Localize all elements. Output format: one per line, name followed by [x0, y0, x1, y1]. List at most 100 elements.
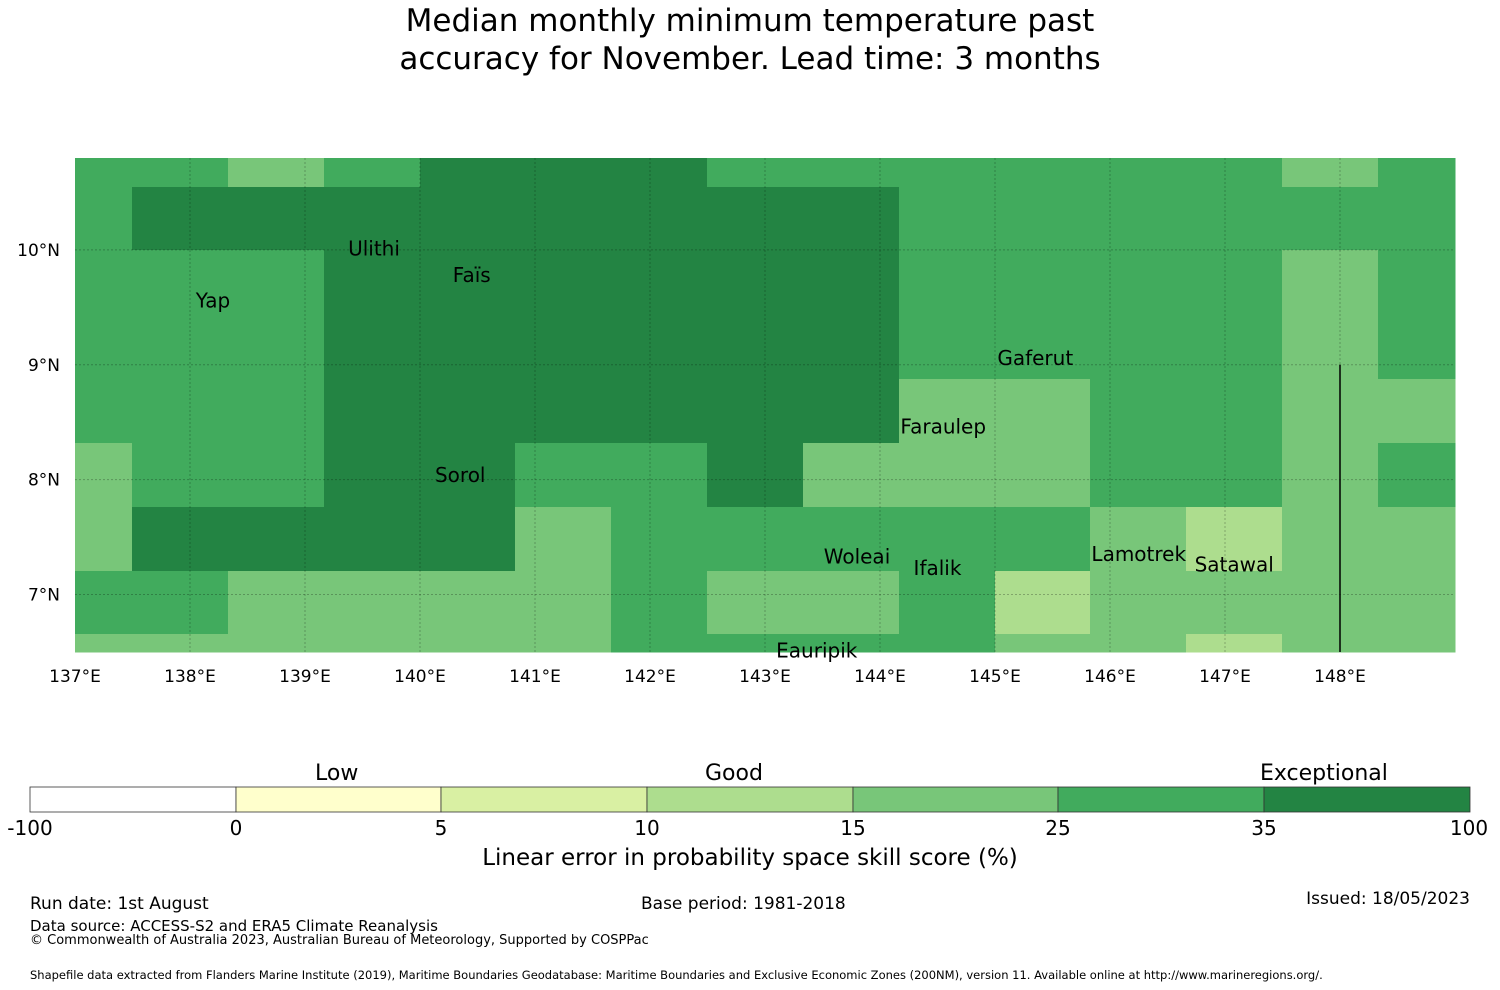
- map-cell: [420, 443, 516, 508]
- map-cell: [899, 379, 996, 444]
- map-cell: [1090, 250, 1187, 316]
- map-cell: [1090, 158, 1187, 188]
- map-cell: [899, 187, 996, 251]
- shapefile-credit: Shapefile data extracted from Flanders M…: [30, 968, 1323, 982]
- map-cell: [228, 250, 325, 316]
- map-cell: [1282, 315, 1379, 380]
- map-cell: [611, 571, 708, 635]
- colorbar-tick-neg100: -100: [7, 816, 53, 840]
- data-source: Data source: ACCESS-S2 and ERA5 Climate …: [30, 917, 438, 935]
- map-cell: [228, 634, 325, 653]
- map-cell: [1090, 379, 1187, 444]
- map-cell: [1090, 571, 1187, 635]
- map-cell: [132, 250, 229, 316]
- map-cell: [1378, 443, 1456, 508]
- map-cell: [995, 187, 1091, 251]
- map-cell: [707, 250, 804, 316]
- map-cell: [611, 443, 708, 508]
- map-cell: [1186, 507, 1283, 572]
- map-cell: [228, 571, 325, 635]
- map-cell: [995, 634, 1091, 653]
- map-cell: [228, 158, 325, 188]
- map-cell: [803, 250, 900, 316]
- map-cell: [75, 507, 133, 572]
- colorbar-swatch: [440, 786, 648, 813]
- map-cell: [75, 443, 133, 508]
- place-labels: Ulithi Faïs Yap Gaferut Faraulep Sorol Woleai I…: [195, 237, 1274, 663]
- base-period: Base period: 1981-2018: [641, 894, 846, 914]
- colorbar-tick-0: 0: [229, 816, 243, 840]
- map-cell: [1378, 634, 1456, 653]
- colorbar-tick-5: 5: [434, 816, 448, 840]
- map-cell: [228, 507, 325, 572]
- lon-tick-label: 148°E: [1314, 667, 1366, 687]
- map-cell: [1378, 250, 1456, 316]
- map-cell: [899, 443, 996, 508]
- map-cell: [75, 634, 133, 653]
- map-cell: [420, 571, 516, 635]
- place-label: Eauripik: [776, 639, 858, 663]
- map-cell: [420, 507, 516, 572]
- map-cell: [1282, 634, 1379, 653]
- map-cell: [75, 379, 133, 444]
- map-cell: [420, 187, 516, 251]
- map-cell: [515, 315, 612, 380]
- map-cell: [995, 315, 1091, 380]
- map-cell: [132, 443, 229, 508]
- colorbar-tick-25: 25: [1045, 816, 1071, 840]
- map-cell: [899, 634, 996, 653]
- map-cell: [803, 571, 900, 635]
- map-cell: [1186, 315, 1283, 380]
- lon-tick-label: 140°E: [394, 667, 446, 687]
- map-cell: [803, 507, 900, 572]
- colorbar-swatch: [29, 786, 237, 813]
- place-label: Satawal: [1195, 553, 1274, 577]
- map-cell: [1186, 158, 1283, 188]
- map-cell: [132, 315, 229, 380]
- place-label: Faraulep: [900, 415, 986, 439]
- place-label: Lamotrek: [1091, 542, 1186, 566]
- map-cell: [324, 250, 421, 316]
- map-cell: [1186, 187, 1283, 251]
- title-line-2: accuracy for November. Lead time: 3 mont…: [399, 41, 1101, 77]
- map-cell: [707, 634, 804, 653]
- place-label: Sorol: [435, 463, 486, 487]
- map-cells: [75, 158, 1456, 653]
- map-cell: [515, 379, 612, 444]
- copyright: © Commonwealth of Australia 2023, Austra…: [30, 933, 649, 948]
- map-cell: [132, 634, 229, 653]
- map-cell: [228, 187, 325, 251]
- map-cell: [1282, 507, 1379, 572]
- map-cell: [899, 507, 996, 572]
- map-cell: [420, 315, 516, 380]
- lat-tick-label: 10°N: [17, 241, 60, 261]
- map-cell: [324, 379, 421, 444]
- lat-tick-label: 8°N: [28, 471, 60, 491]
- map-cell: [1186, 443, 1283, 508]
- map-cell: [420, 158, 516, 188]
- map-cell: [1186, 379, 1283, 444]
- colorbar: [29, 786, 1471, 813]
- map-cell: [75, 158, 133, 188]
- lon-tick-label: 142°E: [624, 667, 676, 687]
- map-cell: [611, 187, 708, 251]
- lon-tick-label: 139°E: [279, 667, 331, 687]
- map-cell: [1282, 571, 1379, 635]
- map-cell: [1378, 315, 1456, 380]
- map-cell: [995, 379, 1091, 444]
- longitude-tick-labels: 137°E 138°E 139°E 140°E 141°E 142°E 143°E 144°E…: [49, 667, 1366, 687]
- place-label: Faïs: [453, 263, 491, 287]
- map-cell: [611, 158, 708, 188]
- map-cell: [899, 158, 996, 188]
- map-cell: [1282, 187, 1379, 251]
- map-cell: [899, 315, 996, 380]
- map-cell: [611, 250, 708, 316]
- map-cell: [1090, 315, 1187, 380]
- map-cell: [515, 158, 612, 188]
- map-cell: [420, 634, 516, 653]
- map-cell: [228, 379, 325, 444]
- map-cell: [1378, 571, 1456, 635]
- lon-tick-label: 147°E: [1199, 667, 1251, 687]
- place-label: Ulithi: [348, 237, 400, 261]
- map-cell: [132, 571, 229, 635]
